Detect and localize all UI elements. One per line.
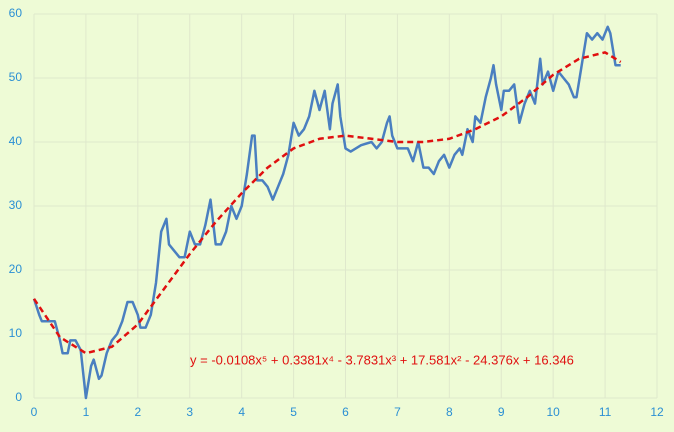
data-line: [32, 25, 621, 400]
x-tick-label: 5: [290, 405, 297, 419]
x-tick-label: 2: [134, 405, 141, 419]
x-tick-label: 3: [186, 405, 193, 419]
x-tick-label: 7: [394, 405, 401, 419]
x-tick-label: 6: [342, 405, 349, 419]
x-tick-label: 1: [83, 405, 90, 419]
y-tick-label: 50: [9, 70, 23, 84]
y-tick-label: 60: [9, 6, 23, 20]
x-tick-label: 10: [546, 405, 560, 419]
x-tick-label: 11: [599, 405, 612, 419]
y-tick-label: 30: [9, 198, 23, 212]
x-tick-label: 12: [650, 405, 664, 419]
y-tick-label: 40: [9, 134, 23, 148]
y-tick-label: 20: [9, 262, 23, 276]
y-tick-label: 0: [15, 390, 22, 404]
x-tick-label: 0: [31, 405, 38, 419]
x-tick-label: 4: [238, 405, 245, 419]
trendline-equation: y = -0.0108x⁵ + 0.3381x⁴ - 3.7831x³ + 17…: [190, 352, 574, 367]
trendline: [32, 51, 622, 355]
x-tick-label: 8: [446, 405, 453, 419]
y-tick-label: 10: [9, 326, 23, 340]
x-tick-label: 9: [498, 405, 505, 419]
